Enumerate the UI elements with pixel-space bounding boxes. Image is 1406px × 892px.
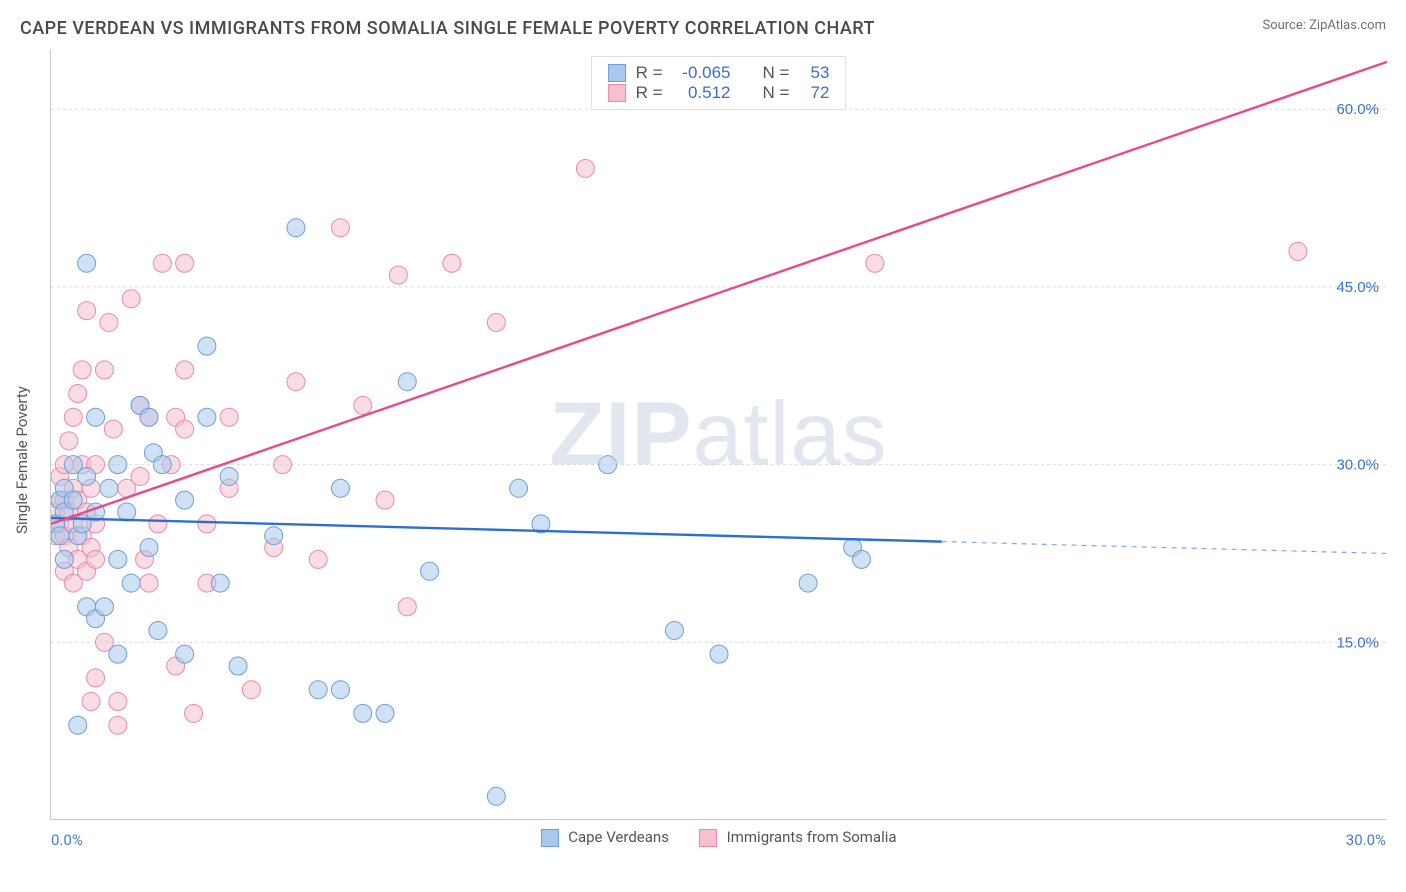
- chart-svg: 15.0% 30.0% 45.0% 60.0%: [51, 50, 1387, 820]
- legend-item-1: Cape Verdeans: [540, 828, 668, 847]
- legend-swatch-2: [699, 829, 717, 847]
- stats-r-value-2: 0.512: [673, 83, 731, 103]
- svg-text:30.0%: 30.0%: [1336, 457, 1379, 474]
- svg-text:60.0%: 60.0%: [1336, 101, 1379, 118]
- stats-n-value-1: 53: [799, 63, 829, 83]
- header: CAPE VERDEAN VS IMMIGRANTS FROM SOMALIA …: [0, 0, 1406, 47]
- legend-label-1: Cape Verdeans: [568, 828, 669, 846]
- x-axis-min: 0.0%: [51, 831, 83, 849]
- stats-row-2: R = 0.512 N = 72: [608, 83, 830, 103]
- source-attribution: Source: ZipAtlas.com: [1262, 18, 1386, 33]
- legend-item-2: Immigrants from Somalia: [699, 828, 897, 847]
- chart-area: Single Female Poverty 15.0%30.0%45.0%60.…: [50, 50, 1386, 870]
- stats-r-label-1: R =: [636, 63, 663, 83]
- x-axis-max: 30.0%: [1346, 831, 1386, 849]
- stats-r-value-1: -0.065: [673, 63, 731, 83]
- stats-row-1: R = -0.065 N = 53: [608, 63, 830, 83]
- legend-label-2: Immigrants from Somalia: [727, 828, 897, 846]
- legend-swatch-1: [540, 829, 558, 847]
- stats-swatch-1: [608, 64, 626, 82]
- y-axis-label: Single Female Poverty: [13, 386, 31, 534]
- stats-n-value-2: 72: [799, 83, 829, 103]
- stats-n-label-2: N =: [763, 83, 790, 103]
- svg-text:45.0%: 45.0%: [1336, 279, 1379, 296]
- stats-n-label-1: N =: [763, 63, 790, 83]
- stats-swatch-2: [608, 84, 626, 102]
- chart-title: CAPE VERDEAN VS IMMIGRANTS FROM SOMALIA …: [20, 18, 875, 39]
- svg-text:15.0%: 15.0%: [1336, 634, 1379, 651]
- bottom-legend: Cape Verdeans Immigrants from Somalia: [540, 828, 896, 847]
- stats-box: R = -0.065 N = 53 R = 0.512 N = 72: [591, 56, 847, 110]
- stats-r-label-2: R =: [636, 83, 663, 103]
- plot-region: 15.0%30.0%45.0%60.0% ZIPatlas R = -0.065…: [50, 50, 1386, 820]
